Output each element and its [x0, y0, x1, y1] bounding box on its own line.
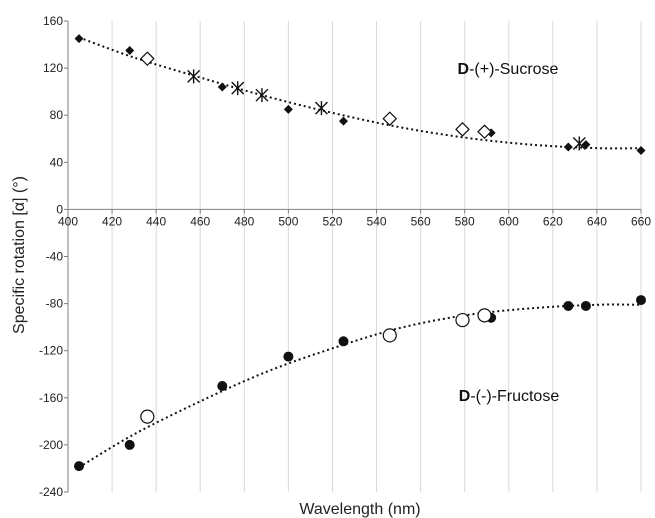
diamond-filled-marker — [217, 82, 227, 92]
circle-filled-marker — [283, 351, 294, 362]
y-tick-label: 40 — [50, 155, 64, 169]
star-marker — [231, 81, 245, 96]
circle-filled-marker — [563, 300, 574, 311]
y-tick-label: -120 — [39, 344, 63, 358]
circle-filled-marker — [74, 461, 85, 472]
circle-open-marker — [455, 312, 470, 328]
tick-labels: 400 420 440 460 480 500 520 540 560 580 600 620 640 6… — [39, 14, 651, 499]
trendline-2 — [78, 303, 642, 469]
diamond-filled-marker — [125, 45, 135, 55]
x-tick-label: 420 — [102, 214, 122, 228]
circle-filled-marker — [217, 381, 228, 392]
y-tick-label: -40 — [46, 250, 64, 264]
star-marker — [314, 101, 328, 116]
diamond-open-marker — [477, 124, 492, 140]
star-marker — [187, 69, 201, 84]
diamond-filled-marker — [338, 116, 348, 126]
x-tick-label: 660 — [631, 214, 651, 228]
diamond-filled-marker — [74, 34, 84, 44]
x-tick-label: 460 — [190, 214, 210, 228]
y-tick-label: -240 — [39, 485, 63, 499]
y-tick-label: 120 — [43, 61, 63, 75]
x-tick-label: 480 — [234, 214, 254, 228]
circle-filled-marker — [580, 300, 591, 311]
diamond-filled-marker — [563, 142, 573, 152]
circle-filled-marker — [124, 439, 135, 450]
annotation-sucrose-name: -(+)-Sucrose — [469, 61, 558, 78]
circle-filled-marker — [338, 336, 349, 347]
y-axis-title: Specific rotation [α] (°) — [11, 176, 28, 334]
x-tick-label: 620 — [543, 214, 563, 228]
circle-open-marker — [140, 409, 155, 424]
star-marker — [572, 136, 586, 151]
y-tick-label: 0 — [56, 202, 63, 216]
annotation-fructose: D-(-)-Fructose — [459, 388, 560, 405]
circle-open-marker — [477, 308, 492, 323]
y-tick-label: -160 — [39, 391, 63, 405]
star-marker — [255, 88, 269, 103]
annotation-fructose-name: -(-)-Fructose — [470, 388, 559, 405]
diamond-filled-marker — [636, 146, 646, 156]
x-tick-label: 560 — [411, 214, 431, 228]
axes — [64, 20, 642, 493]
grid-lines — [111, 21, 642, 492]
y-tick-label: 160 — [43, 14, 63, 28]
annotation-sucrose-prefix: D — [458, 61, 470, 78]
trendlines — [78, 36, 642, 469]
annotation-fructose-prefix: D — [459, 388, 471, 405]
annotation-sucrose: D-(+)-Sucrose — [458, 61, 559, 78]
y-tick-label: 80 — [50, 108, 64, 122]
x-tick-label: 600 — [499, 214, 519, 228]
trendline-1 — [78, 36, 642, 150]
diamond-open-marker — [382, 111, 398, 127]
x-tick-label: 400 — [58, 214, 78, 228]
diamond-open-marker — [455, 121, 470, 137]
x-tick-label: 520 — [322, 214, 342, 228]
x-tick-label: 500 — [278, 214, 298, 228]
circle-filled-marker — [636, 295, 646, 306]
x-tick-label: 580 — [455, 214, 475, 228]
diamond-open-marker — [139, 51, 155, 67]
x-axis-title: Wavelength (nm) — [299, 501, 420, 518]
x-tick-label: 640 — [587, 214, 607, 228]
data-markers — [74, 34, 646, 472]
circle-open-marker — [382, 328, 397, 343]
y-tick-label: -200 — [39, 438, 63, 452]
y-tick-label: -80 — [46, 297, 64, 311]
x-tick-label: 440 — [146, 214, 166, 228]
diamond-filled-marker — [283, 104, 293, 114]
x-tick-label: 540 — [367, 214, 387, 228]
